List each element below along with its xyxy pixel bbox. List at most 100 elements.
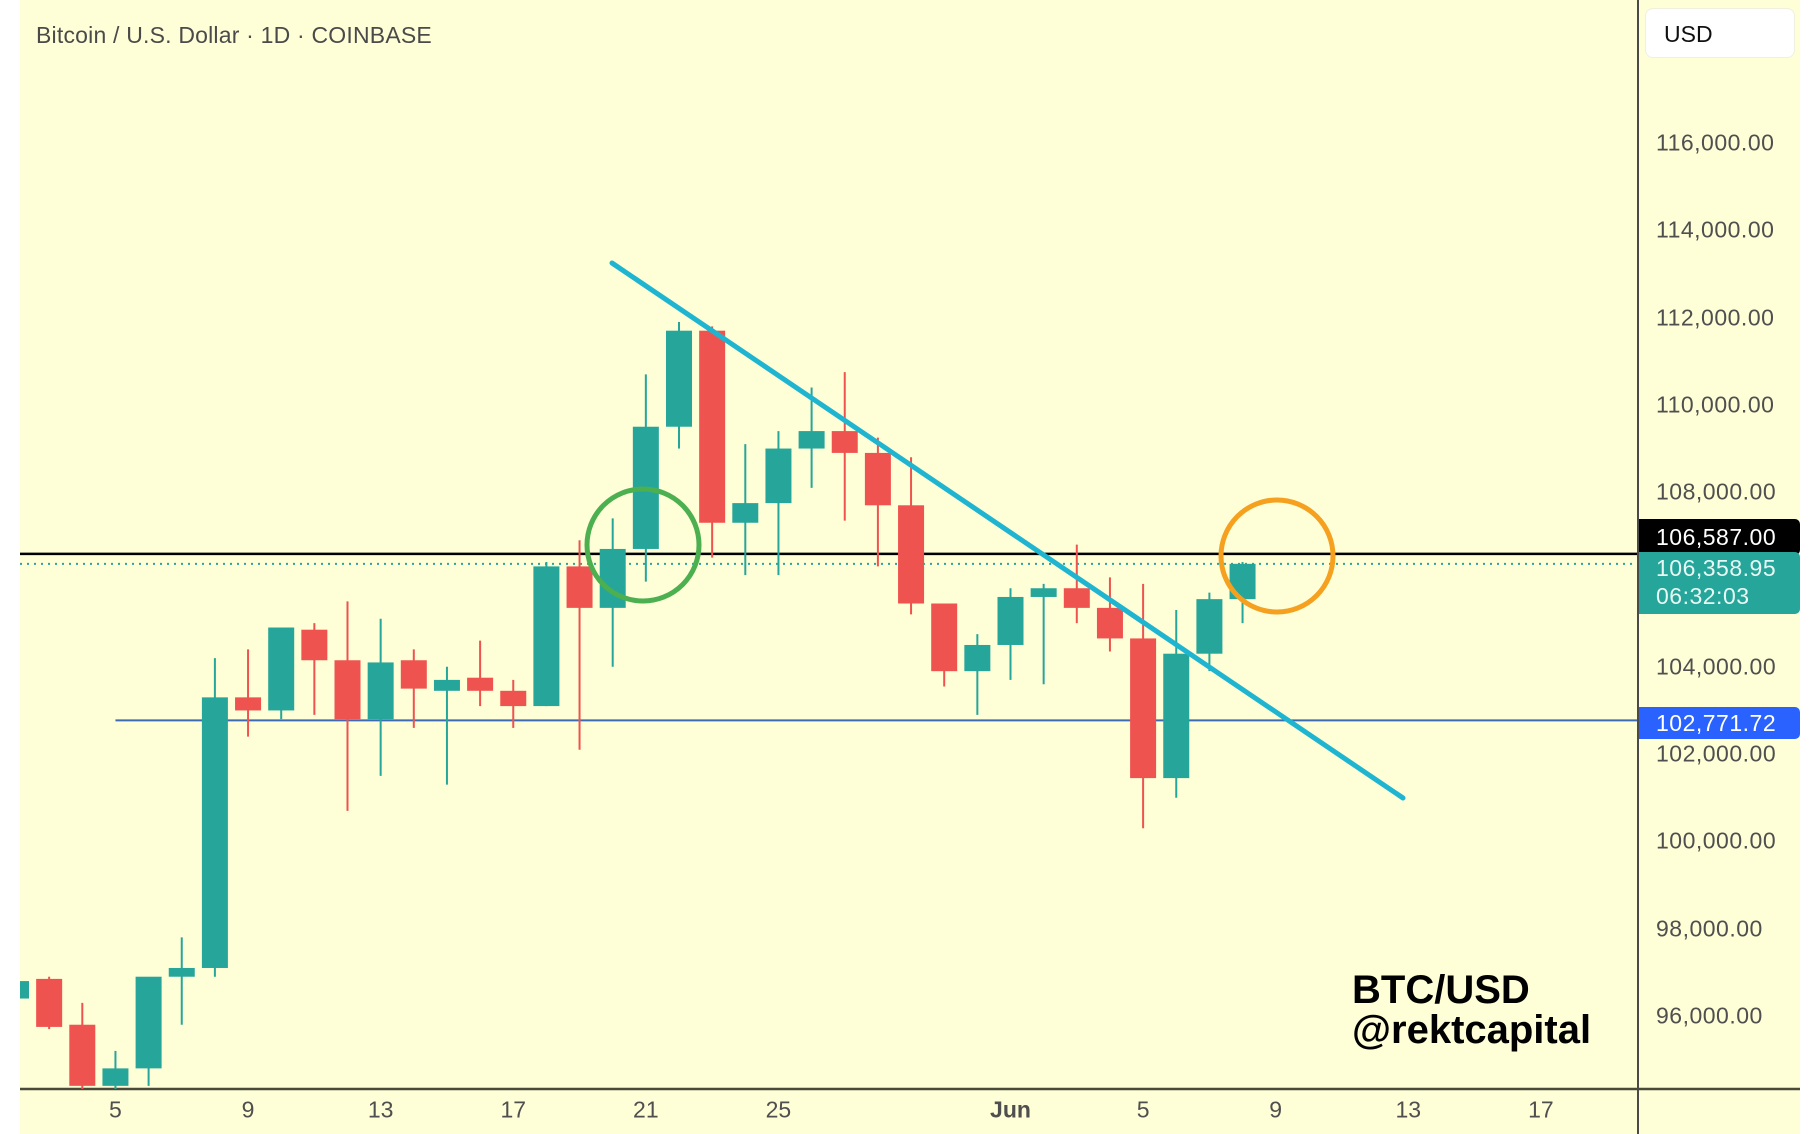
candle-body [467, 677, 494, 691]
drawing-overlays[interactable] [584, 260, 1406, 801]
time-axis-label: 21 [633, 1096, 659, 1123]
candle-body [566, 566, 593, 608]
support-price-tag: 102,771.72 [1639, 707, 1800, 739]
candle-body [831, 431, 858, 453]
time-axis-label: 17 [1528, 1096, 1554, 1123]
chart-title: Bitcoin / U.S. Dollar · 1D · COINBASE [36, 22, 432, 48]
candle [433, 666, 460, 785]
candle [36, 976, 63, 1030]
candle [500, 679, 527, 728]
annotation-lines [20, 552, 1800, 1091]
last-price-value: 106,358.95 [1656, 555, 1777, 581]
descending-trendline [609, 260, 1406, 801]
candle [566, 540, 593, 750]
price-axis-label: 102,000.00 [1656, 740, 1777, 767]
resistance-price-tag: 106,587.00 [1639, 519, 1800, 555]
candle [1063, 544, 1090, 624]
candle-body [36, 978, 63, 1027]
candle-body [765, 448, 792, 504]
orange-circle-marker [1218, 497, 1336, 615]
candle [367, 618, 394, 776]
candle [732, 444, 759, 576]
candle-body [367, 662, 394, 720]
price-axis-label: 114,000.00 [1656, 216, 1775, 243]
candle-body [69, 1024, 96, 1086]
candle [467, 640, 494, 707]
candle [301, 623, 328, 715]
candle [997, 588, 1024, 680]
time-axis-label: 5 [1136, 1096, 1150, 1123]
price-axis-label: 96,000.00 [1656, 1002, 1763, 1029]
candle-body [268, 627, 295, 711]
candle [334, 601, 361, 811]
candle [20, 981, 29, 999]
price-axis-label: 112,000.00 [1656, 304, 1775, 331]
time-axis-label: 17 [500, 1096, 527, 1123]
candle-body [1030, 588, 1057, 597]
candle-body [533, 566, 560, 707]
candle-body [964, 644, 991, 672]
candle [632, 374, 659, 582]
candle [533, 562, 560, 707]
time-axis-label: 5 [109, 1096, 122, 1123]
candle [931, 603, 958, 687]
candle-body [235, 697, 262, 711]
candle-body [433, 679, 460, 691]
candle-body [898, 505, 925, 604]
candle [765, 431, 792, 576]
candle-body [732, 503, 759, 523]
candle [102, 1050, 129, 1089]
candle-body [201, 697, 228, 968]
chart-pane[interactable] [20, 0, 1637, 1134]
candle [666, 321, 692, 449]
candle [1096, 577, 1123, 652]
candle-body [400, 660, 427, 689]
green-circle-marker [584, 486, 702, 604]
candle [1196, 592, 1223, 672]
price-axis-label: 110,000.00 [1656, 391, 1775, 418]
currency-button[interactable]: USD [1645, 8, 1795, 58]
price-axis-label: 116,000.00 [1656, 129, 1775, 156]
candle [168, 937, 195, 1025]
candle [1030, 583, 1057, 685]
candle [798, 387, 825, 488]
bar-countdown: 06:32:03 [1656, 583, 1750, 609]
candle-body [500, 690, 527, 707]
candle [864, 437, 891, 567]
candle-body [135, 976, 162, 1069]
price-axis-label: 98,000.00 [1656, 915, 1763, 942]
candle [135, 976, 162, 1086]
time-axis-label: 25 [765, 1096, 792, 1123]
candle [400, 649, 427, 728]
candle-body [301, 629, 328, 661]
candle [235, 649, 262, 737]
candle-body [168, 967, 195, 977]
candle-body [1096, 607, 1123, 639]
candle [1163, 610, 1190, 798]
candle-body [1130, 638, 1157, 779]
price-axis-label: 108,000.00 [1656, 478, 1777, 505]
time-axis-label: Jun [990, 1096, 1031, 1123]
price-axis-label: 100,000.00 [1656, 827, 1777, 854]
candle-body [334, 660, 361, 720]
candle-body [666, 330, 692, 427]
candle-body [931, 603, 958, 672]
candle-body [1196, 599, 1223, 654]
candle-body [102, 1068, 129, 1086]
candle-body [798, 431, 825, 449]
price-axis-label: 104,000.00 [1656, 653, 1777, 680]
candle [69, 1002, 96, 1089]
last-price-tag: 106,358.95 06:32:03 [1639, 552, 1800, 614]
time-axis-label: 9 [1269, 1096, 1283, 1123]
candle-body [997, 596, 1024, 645]
candle-body [1063, 588, 1090, 608]
candle-body [699, 330, 726, 523]
time-axis-label: 9 [241, 1096, 255, 1123]
candles [20, 321, 1256, 1089]
candle [699, 326, 726, 558]
candle [268, 627, 295, 720]
time-axis-label: 13 [367, 1096, 394, 1123]
candle [201, 658, 228, 977]
time-axis-label: 13 [1395, 1096, 1422, 1123]
